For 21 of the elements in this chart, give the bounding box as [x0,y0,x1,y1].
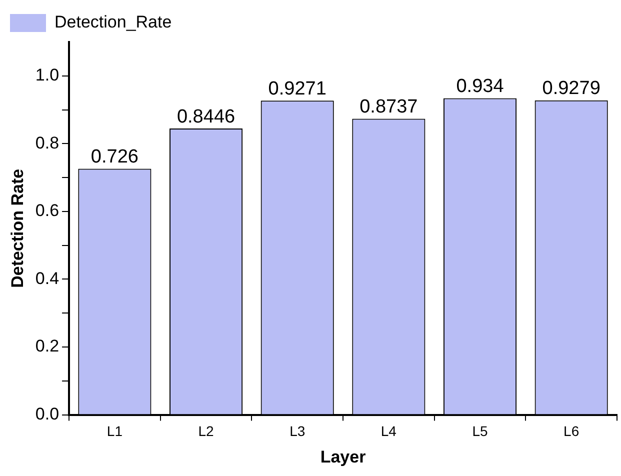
x-axis-title: Layer [320,447,366,466]
y-tick-label: 0.8 [35,133,60,152]
x-tick-label: L4 [380,423,397,440]
x-tick-label: L5 [472,423,488,440]
legend-label: Detection_Rate [54,12,172,32]
x-tick-label: L1 [106,423,123,440]
data-label: 0.8446 [176,106,236,128]
x-tick-label: L6 [564,423,580,440]
data-label: 0.8737 [360,96,418,118]
y-axis-title: Detection Rate [8,168,27,288]
x-tick-label: L2 [198,423,214,440]
data-label: 0.934 [456,76,504,97]
data-label: 0.9279 [542,78,600,100]
y-tick-label: 0.0 [35,404,60,424]
y-tick-label: 1.0 [35,66,60,85]
x-tick-label: L3 [290,423,306,440]
data-label: 0.726 [90,146,138,168]
data-label: 0.9271 [268,78,326,100]
y-tick-label: 0.2 [35,336,60,356]
y-tick-label: 0.4 [35,268,60,288]
y-tick-label: 0.6 [35,201,60,220]
